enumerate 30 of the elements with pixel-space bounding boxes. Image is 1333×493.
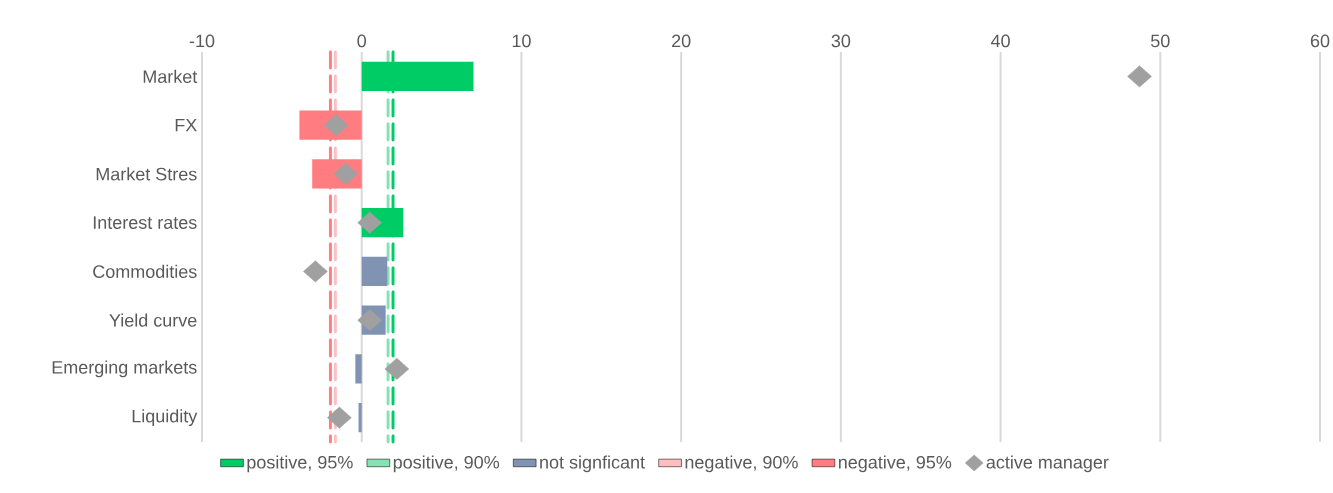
legend-label: positive, 95% [247,455,353,473]
y-tick-label: Emerging markets [52,360,197,378]
y-tick-label: Market Stres [96,167,197,181]
legend-label: not signficant [540,455,645,473]
y-tick-label: Market [143,69,198,83]
y-tick-label: Yield curve [109,313,197,327]
bar [361,256,388,286]
point [1127,65,1152,88]
x-tick-label: 10 [512,34,531,48]
point [327,406,352,429]
bar [355,354,362,384]
x-tick-label: 60 [1310,34,1330,48]
point [357,211,382,234]
y-tick-label: Interest rates [93,216,197,229]
point [303,260,328,283]
x-tick-label: 20 [672,34,691,48]
legend-label: negative, 95% [838,455,952,473]
x-tick-label: 50 [1150,34,1170,48]
x-tick-label: -10 [189,34,215,48]
x-tick-label: 40 [990,34,1010,48]
point [384,357,410,380]
legend-label: active manager [986,455,1109,473]
y-tick-label: Liquidity [132,409,198,427]
legend-label: negative, 90% [685,455,798,473]
bar [358,403,362,433]
x-tick-label: 0 [357,34,367,48]
y-tick-label: Commodities [93,264,197,278]
x-tick-label: 30 [831,34,851,48]
y-tick-label: FX [175,118,197,132]
legend-label: positive, 90% [393,455,500,473]
